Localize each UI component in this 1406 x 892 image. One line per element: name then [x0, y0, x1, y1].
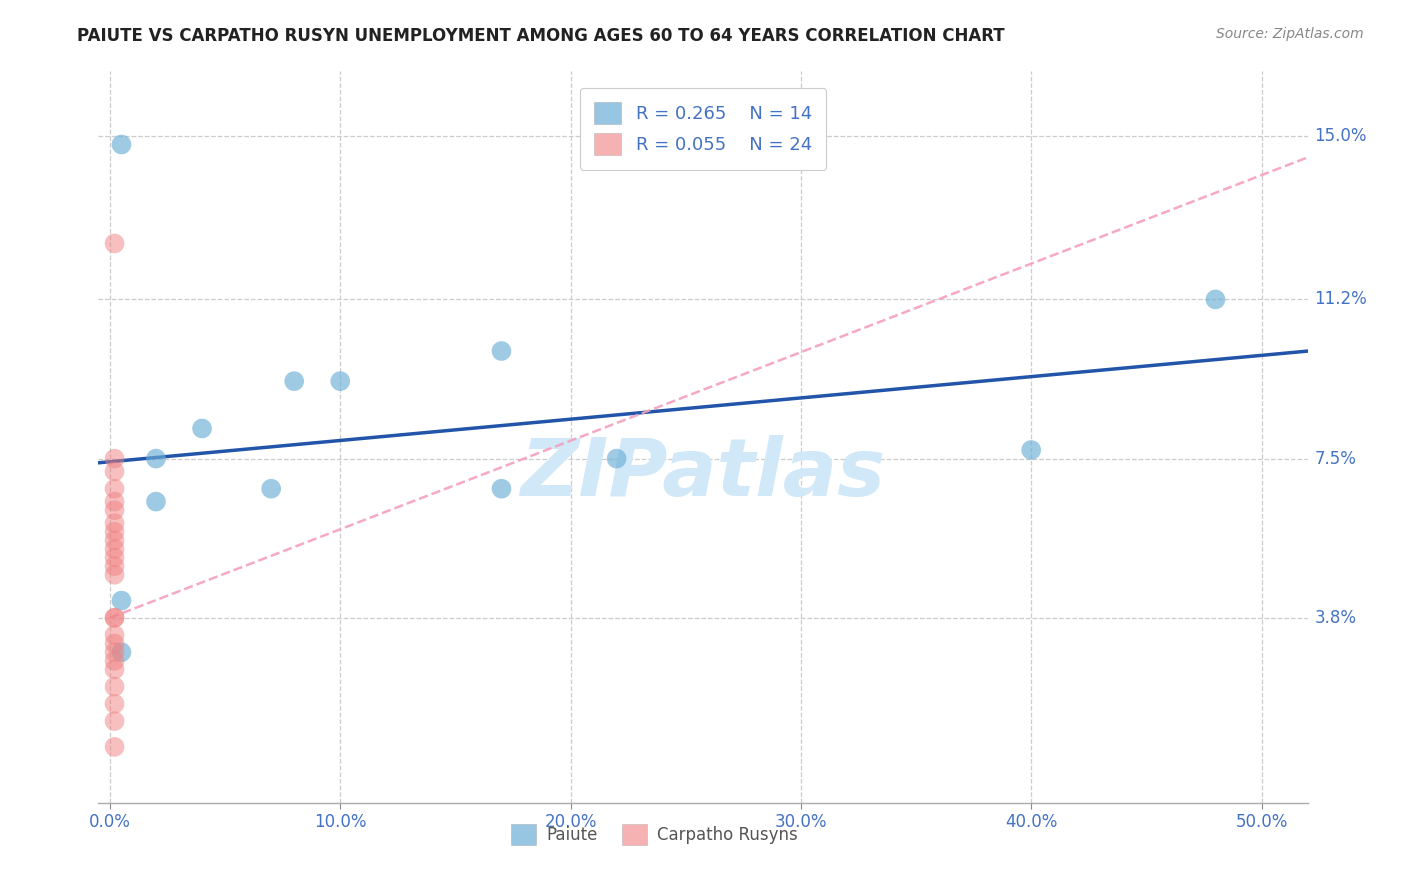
Point: [103, 541, 125, 556]
Point: [103, 567, 125, 582]
Point: [103, 662, 125, 676]
Point: [103, 559, 125, 574]
Point: [103, 714, 125, 728]
Point: [103, 465, 125, 479]
Point: [110, 137, 132, 152]
Text: 3.8%: 3.8%: [1315, 608, 1357, 627]
Point: [103, 637, 125, 651]
Point: [491, 482, 513, 496]
Point: [110, 593, 132, 607]
Point: [103, 451, 125, 466]
Point: [283, 374, 305, 388]
Text: PAIUTE VS CARPATHO RUSYN UNEMPLOYMENT AMONG AGES 60 TO 64 YEARS CORRELATION CHAR: PAIUTE VS CARPATHO RUSYN UNEMPLOYMENT AM…: [77, 27, 1005, 45]
Text: ZIPatlas: ZIPatlas: [520, 434, 886, 513]
Point: [1204, 293, 1226, 307]
Point: [103, 516, 125, 530]
Point: [103, 645, 125, 659]
Point: [191, 421, 214, 435]
Point: [145, 494, 167, 508]
Point: [145, 451, 167, 466]
Point: [606, 451, 628, 466]
Point: [103, 697, 125, 711]
Point: [103, 628, 125, 642]
Legend: Paiute, Carpatho Rusyns: Paiute, Carpatho Rusyns: [503, 816, 807, 853]
Point: [491, 344, 513, 359]
Point: [103, 524, 125, 539]
Point: [103, 550, 125, 565]
Point: [103, 611, 125, 625]
Point: [103, 503, 125, 517]
Point: [1019, 442, 1042, 457]
Point: [329, 374, 352, 388]
Point: [260, 482, 283, 496]
Point: [103, 236, 125, 251]
Point: [110, 645, 132, 659]
Point: [103, 654, 125, 668]
Point: [103, 611, 125, 625]
Point: [103, 533, 125, 548]
Point: [103, 494, 125, 508]
Text: 15.0%: 15.0%: [1315, 127, 1367, 145]
Text: Source: ZipAtlas.com: Source: ZipAtlas.com: [1216, 27, 1364, 41]
Point: [103, 680, 125, 694]
Text: 11.2%: 11.2%: [1315, 291, 1367, 309]
Point: [103, 739, 125, 754]
Text: 7.5%: 7.5%: [1315, 450, 1357, 467]
Point: [103, 482, 125, 496]
